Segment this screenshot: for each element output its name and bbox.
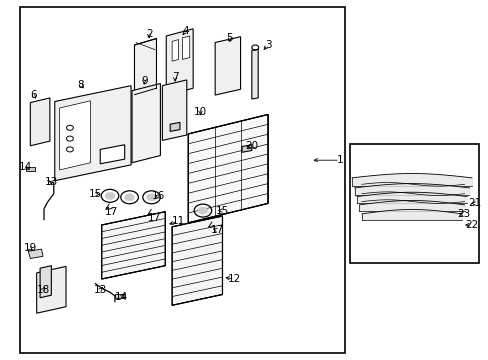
Polygon shape [134, 39, 156, 95]
Polygon shape [132, 84, 160, 163]
Polygon shape [251, 49, 258, 99]
Polygon shape [162, 80, 186, 140]
Text: 9: 9 [141, 76, 147, 86]
Polygon shape [37, 266, 66, 313]
Text: 8: 8 [77, 80, 84, 90]
Polygon shape [28, 249, 43, 258]
Text: 20: 20 [245, 141, 258, 151]
Polygon shape [102, 212, 165, 279]
Text: 14: 14 [19, 162, 32, 172]
Text: 15: 15 [88, 189, 102, 199]
Polygon shape [188, 114, 267, 223]
Polygon shape [172, 40, 178, 61]
Polygon shape [100, 145, 124, 164]
Polygon shape [40, 266, 51, 298]
Text: 11: 11 [171, 216, 185, 226]
Text: 14: 14 [114, 292, 128, 302]
Text: 10: 10 [194, 107, 206, 117]
Bar [20, 7, 344, 353]
Text: 13: 13 [44, 177, 58, 187]
Text: 12: 12 [227, 274, 241, 284]
Polygon shape [182, 36, 189, 59]
Circle shape [146, 194, 156, 201]
Text: 1: 1 [336, 155, 343, 165]
Polygon shape [172, 216, 222, 305]
Text: 3: 3 [264, 40, 271, 50]
Text: 7: 7 [171, 72, 178, 82]
Text: 17: 17 [147, 213, 161, 223]
Text: 18: 18 [36, 285, 50, 295]
Text: 13: 13 [93, 285, 107, 295]
Circle shape [124, 194, 134, 201]
Text: 17: 17 [104, 207, 118, 217]
Polygon shape [166, 29, 193, 95]
Polygon shape [115, 294, 124, 298]
Text: 4: 4 [182, 26, 189, 36]
Text: 19: 19 [23, 243, 37, 253]
Polygon shape [170, 122, 180, 131]
Polygon shape [55, 86, 131, 181]
Text: 23: 23 [456, 209, 469, 219]
Circle shape [198, 207, 207, 214]
Polygon shape [215, 37, 240, 95]
Text: 15: 15 [215, 206, 229, 216]
Polygon shape [30, 98, 50, 146]
Polygon shape [60, 101, 90, 170]
Bar [349, 144, 478, 263]
Polygon shape [242, 145, 251, 152]
Text: 22: 22 [464, 220, 478, 230]
Circle shape [105, 192, 115, 199]
Text: 2: 2 [145, 29, 152, 39]
Text: 5: 5 [226, 33, 233, 43]
Text: 16: 16 [152, 191, 165, 201]
Text: 6: 6 [30, 90, 37, 100]
Text: 17: 17 [210, 225, 224, 235]
Text: 21: 21 [468, 198, 481, 208]
Polygon shape [26, 167, 35, 171]
